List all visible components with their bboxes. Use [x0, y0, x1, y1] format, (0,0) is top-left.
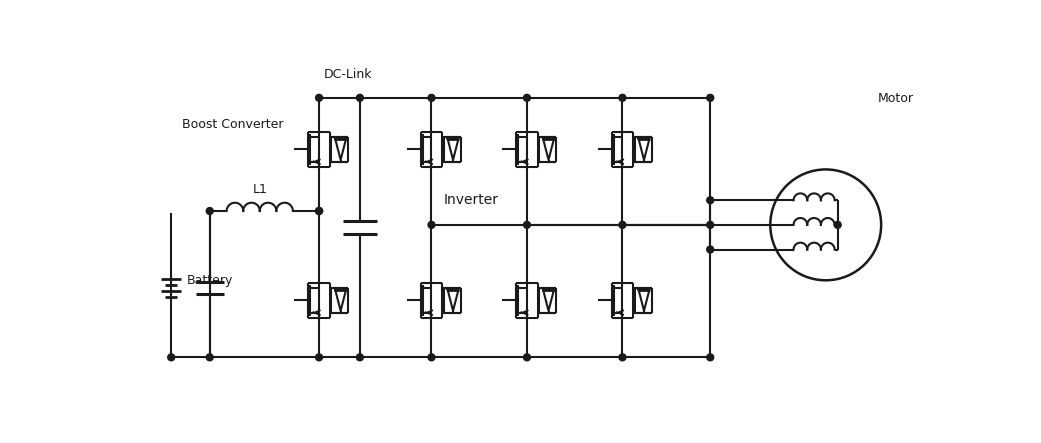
Circle shape: [428, 222, 435, 228]
Circle shape: [356, 94, 363, 101]
Circle shape: [206, 207, 213, 214]
Circle shape: [206, 354, 213, 361]
Text: L1: L1: [252, 183, 268, 196]
Text: Boost Converter: Boost Converter: [182, 118, 283, 131]
Circle shape: [619, 354, 626, 361]
Circle shape: [428, 94, 435, 101]
Circle shape: [524, 222, 531, 228]
Circle shape: [707, 197, 714, 204]
Circle shape: [707, 222, 714, 228]
Text: Battery: Battery: [186, 274, 233, 287]
Circle shape: [707, 94, 714, 101]
Text: Motor: Motor: [878, 92, 913, 105]
Circle shape: [834, 222, 841, 228]
Circle shape: [356, 354, 363, 361]
Circle shape: [428, 354, 435, 361]
Circle shape: [707, 246, 714, 253]
Circle shape: [524, 354, 531, 361]
Text: DC-Link: DC-Link: [324, 68, 373, 81]
Circle shape: [315, 207, 323, 214]
Circle shape: [315, 354, 323, 361]
Circle shape: [168, 354, 175, 361]
Circle shape: [524, 94, 531, 101]
Circle shape: [707, 354, 714, 361]
Circle shape: [619, 94, 626, 101]
Circle shape: [315, 207, 323, 214]
Circle shape: [619, 222, 626, 228]
Circle shape: [315, 94, 323, 101]
Text: Inverter: Inverter: [445, 193, 499, 207]
